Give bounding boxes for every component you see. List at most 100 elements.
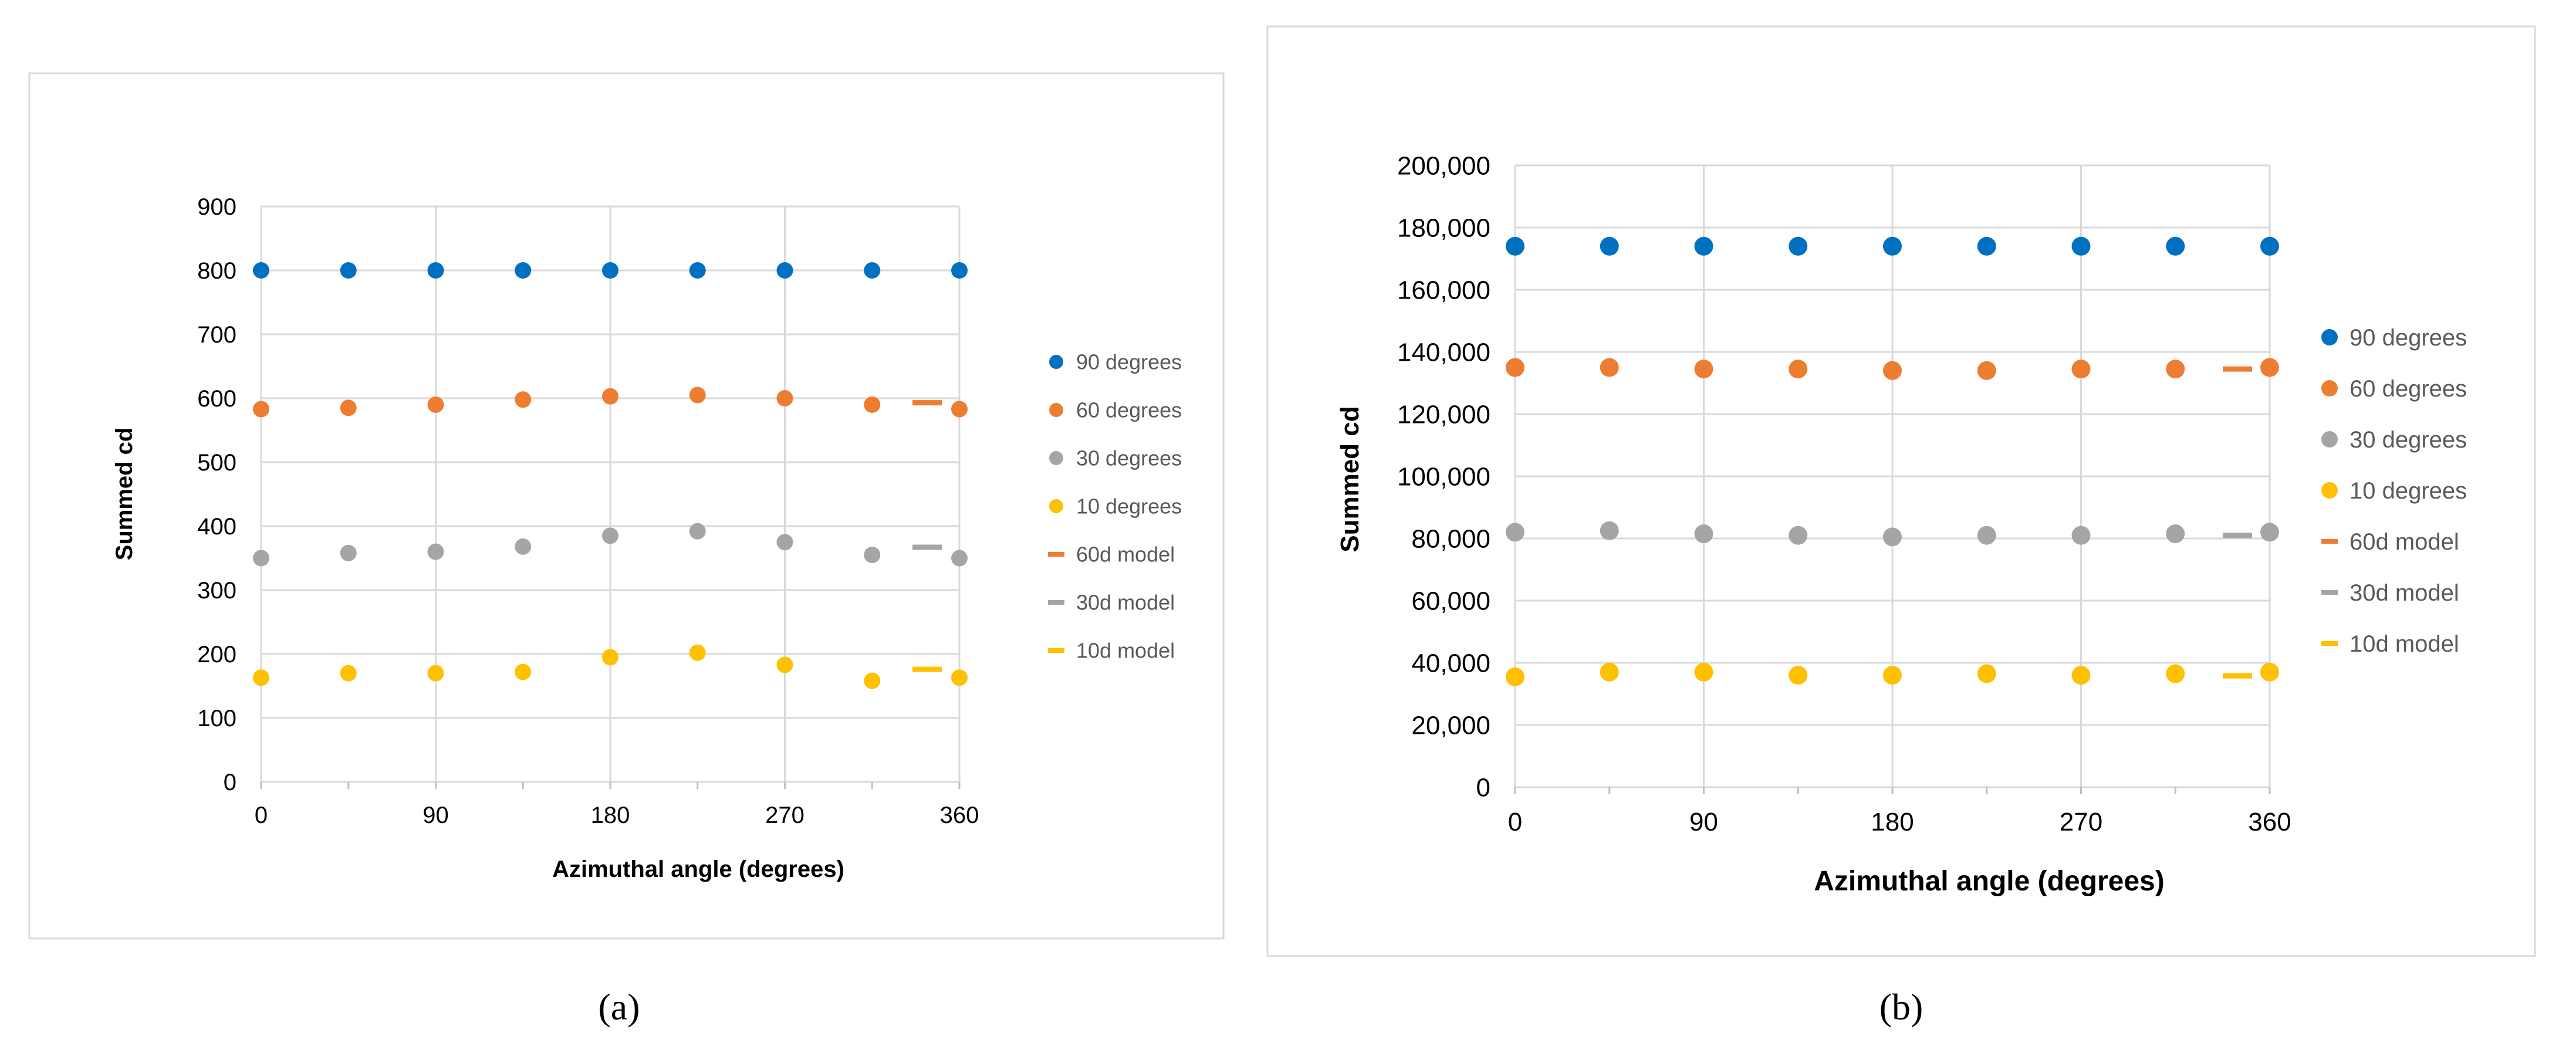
- panel-a-point-60-degrees: [602, 388, 618, 405]
- panel-a-point-90-degrees: [340, 262, 357, 279]
- panel-a-y-tick-label: 900: [197, 194, 236, 220]
- legend-a-marker-90-degrees: [1049, 355, 1063, 369]
- panel-b-point-30-degrees: [1883, 527, 1902, 547]
- panel-b-point-10-degrees: [1789, 666, 1808, 685]
- panel-b-point-10-degrees: [2071, 666, 2091, 685]
- legend-b-label-90-degrees: 90 degrees: [2349, 325, 2467, 351]
- legend-a-label-90-degrees: 90 degrees: [1076, 350, 1182, 374]
- panel-b-y-tick-label: 140,000: [1397, 338, 1490, 367]
- panel-b-point-30-degrees: [1977, 526, 1996, 545]
- panel-b-y-tick-label: 160,000: [1397, 276, 1490, 304]
- panel-b-point-90-degrees: [1506, 236, 1524, 256]
- panel-b-point-90-degrees: [2166, 236, 2185, 256]
- panel-a-point-30-degrees: [776, 534, 793, 551]
- legend-a-label-30d-model: 30d model: [1076, 591, 1175, 615]
- legend-a-label-10-degrees: 10 degrees: [1076, 494, 1182, 519]
- legend-b-label-30-degrees: 30 degrees: [2349, 427, 2467, 453]
- panel-a-point-60-degrees: [515, 391, 532, 408]
- panel-b-y-tick-label: 120,000: [1397, 400, 1490, 429]
- legend-b-label-10d-model: 10d model: [2349, 631, 2459, 657]
- legend-b-label-30d-model: 30d model: [2349, 580, 2459, 606]
- panel-a-point-60-degrees: [253, 401, 269, 418]
- panel-b-point-90-degrees: [2071, 236, 2091, 256]
- panel-b-point-90-degrees: [1883, 236, 1902, 256]
- legend-a-marker-60-degrees: [1049, 403, 1063, 417]
- panel-a-point-10-degrees: [253, 669, 269, 686]
- panel-a-legend: 90 degrees 60 degrees 30 degrees 10 degrees…: [1048, 350, 1182, 663]
- legend-b-marker-60-degrees: [2321, 380, 2338, 397]
- panel-a-point-30-degrees: [689, 523, 706, 540]
- panel-a-y-tick-label: 400: [197, 514, 236, 540]
- panel-b-point-60-degrees: [1600, 358, 1619, 377]
- panel-a-y-tick-label: 800: [197, 258, 236, 284]
- plot-a: 0 100 200 300 400 500 600 700 800 900 0 90 180 270 360: [197, 194, 979, 828]
- panel-a-point-90-degrees: [951, 262, 968, 279]
- panel-b-y-tick-label: 40,000: [1411, 649, 1490, 677]
- panel-b-x-tick-label: 360: [2248, 808, 2291, 836]
- panel-b-y-tick-label: 80,000: [1411, 524, 1490, 553]
- panel-a-point-90-degrees: [427, 262, 444, 279]
- plot-b: 0 20,000 40,000 60,000 80,000 100,000 120,000 1…: [1397, 151, 2291, 836]
- legend-a-label-10d-model: 10d model: [1076, 639, 1175, 663]
- panel-a-point-60-degrees: [951, 401, 968, 418]
- panel-a-y-tick-label: 0: [224, 770, 236, 795]
- panel-a-point-90-degrees: [689, 262, 706, 279]
- panel-b-y-tick-label: 60,000: [1411, 587, 1490, 615]
- caption-b: (b): [1879, 986, 1923, 1028]
- panel-b-point-60-degrees: [1506, 358, 1524, 377]
- panel-a-point-10-degrees: [340, 665, 357, 682]
- panel-b-x-axis-label: Azimuthal angle (degrees): [1814, 866, 2164, 897]
- panel-a-x-axis-label: Azimuthal angle (degrees): [552, 856, 844, 882]
- panel-a-x-tick-label: 360: [940, 802, 979, 828]
- panel-a-y-axis-label: Summed cd: [111, 428, 137, 561]
- panel-b-point-30-degrees: [1789, 526, 1808, 545]
- legend-b-marker-90-degrees: [2321, 329, 2338, 345]
- legend-b-label-10-degrees: 10 degrees: [2349, 478, 2467, 504]
- legend-a-marker-10-degrees: [1049, 499, 1063, 513]
- legend-b-label-60-degrees: 60 degrees: [2349, 376, 2467, 402]
- panel-a-point-30-degrees: [340, 544, 357, 561]
- panel-b-point-10-degrees: [2166, 664, 2185, 683]
- panel-a-point-30-degrees: [427, 543, 444, 560]
- panel-a-point-90-degrees: [515, 262, 532, 279]
- panel-b-point-30-degrees: [1506, 523, 1524, 542]
- panel-a-point-90-degrees: [253, 262, 269, 279]
- panel-a-point-10-degrees: [427, 665, 444, 682]
- panel-b-point-60-degrees: [1883, 361, 1902, 380]
- panel-b-point-90-degrees: [1600, 236, 1619, 256]
- panel-b-point-10-degrees: [1977, 664, 1996, 683]
- panel-b-point-30-degrees: [2260, 523, 2279, 542]
- panel-a-x-tick-label: 180: [591, 802, 630, 828]
- panel-b-point-30-degrees: [1694, 524, 1713, 544]
- caption-a: (a): [598, 986, 640, 1028]
- panel-a-point-10-degrees: [602, 649, 618, 666]
- panel-a-point-30-degrees: [515, 538, 532, 555]
- panel-b-point-90-degrees: [1977, 236, 1996, 256]
- panel-b-point-30-degrees: [2071, 526, 2091, 545]
- legend-a-marker-30-degrees: [1049, 451, 1063, 465]
- panel-a-point-10-degrees: [776, 656, 793, 673]
- panel-a-point-10-degrees: [515, 663, 532, 680]
- panel-b: 0 20,000 40,000 60,000 80,000 100,000 120,000 1…: [1266, 25, 2536, 957]
- panel-a-point-60-degrees: [689, 387, 706, 404]
- panel-b-y-tick-label: 20,000: [1411, 711, 1490, 740]
- panel-a-point-90-degrees: [776, 262, 793, 279]
- panel-a-point-60-degrees: [340, 399, 357, 416]
- panel-b-point-60-degrees: [1694, 360, 1713, 379]
- panel-a-y-tick-label: 500: [197, 450, 236, 476]
- legend-a-label-30-degrees: 30 degrees: [1076, 446, 1182, 470]
- panel-a-border: [28, 72, 1225, 940]
- panel-a-point-10-degrees: [689, 644, 706, 661]
- legend-b-marker-30-degrees: [2321, 431, 2338, 448]
- panel-b-x-tick-label: 0: [1508, 808, 1522, 836]
- panel-b-x-tick-label: 270: [2060, 808, 2102, 836]
- panel-b-point-60-degrees: [1977, 361, 1996, 380]
- panel-b-point-30-degrees: [2166, 524, 2185, 544]
- panel-b-point-60-degrees: [1789, 360, 1808, 379]
- panel-b-point-10-degrees: [2260, 662, 2279, 682]
- legend-b-marker-10-degrees: [2321, 482, 2338, 499]
- panel-b-point-90-degrees: [1694, 236, 1713, 256]
- panel-b-point-90-degrees: [1789, 236, 1808, 256]
- panel-b-x-tick-label: 180: [1871, 808, 1914, 836]
